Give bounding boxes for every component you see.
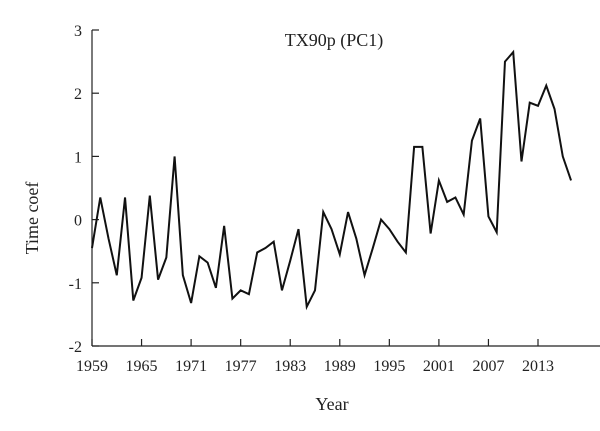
ticks: -2 -1 0 1 2 3 1959 1965 1971 1977 1983 1989 1995 2001… (69, 23, 554, 375)
y-tick-label: 3 (74, 23, 82, 40)
x-tick-label: 1989 (324, 358, 356, 375)
axes (91, 30, 600, 347)
y-tick-label: 2 (74, 86, 82, 103)
y-tick-label: 1 (74, 149, 82, 166)
x-axis-title: Year (315, 394, 348, 414)
x-tick-label: 2013 (522, 358, 554, 375)
chart-title: TX90p (PC1) (285, 30, 384, 51)
y-tick-label: -2 (69, 339, 82, 356)
y-tick-label: 0 (74, 213, 82, 230)
x-tick-label: 1995 (373, 358, 405, 375)
x-tick-label: 1971 (175, 358, 207, 375)
x-tick-label: 1965 (126, 358, 158, 375)
x-tick-label: 1959 (76, 358, 108, 375)
x-tick-label: 1983 (274, 358, 306, 375)
x-tick-label: 2001 (423, 358, 455, 375)
series-line (91, 49, 572, 311)
y-axis-title: Time coef (22, 182, 42, 255)
x-tick-label: 2007 (472, 358, 504, 375)
y-tick-label: -1 (69, 276, 82, 293)
series-layer (91, 49, 572, 311)
x-tick-label: 1977 (225, 358, 257, 375)
